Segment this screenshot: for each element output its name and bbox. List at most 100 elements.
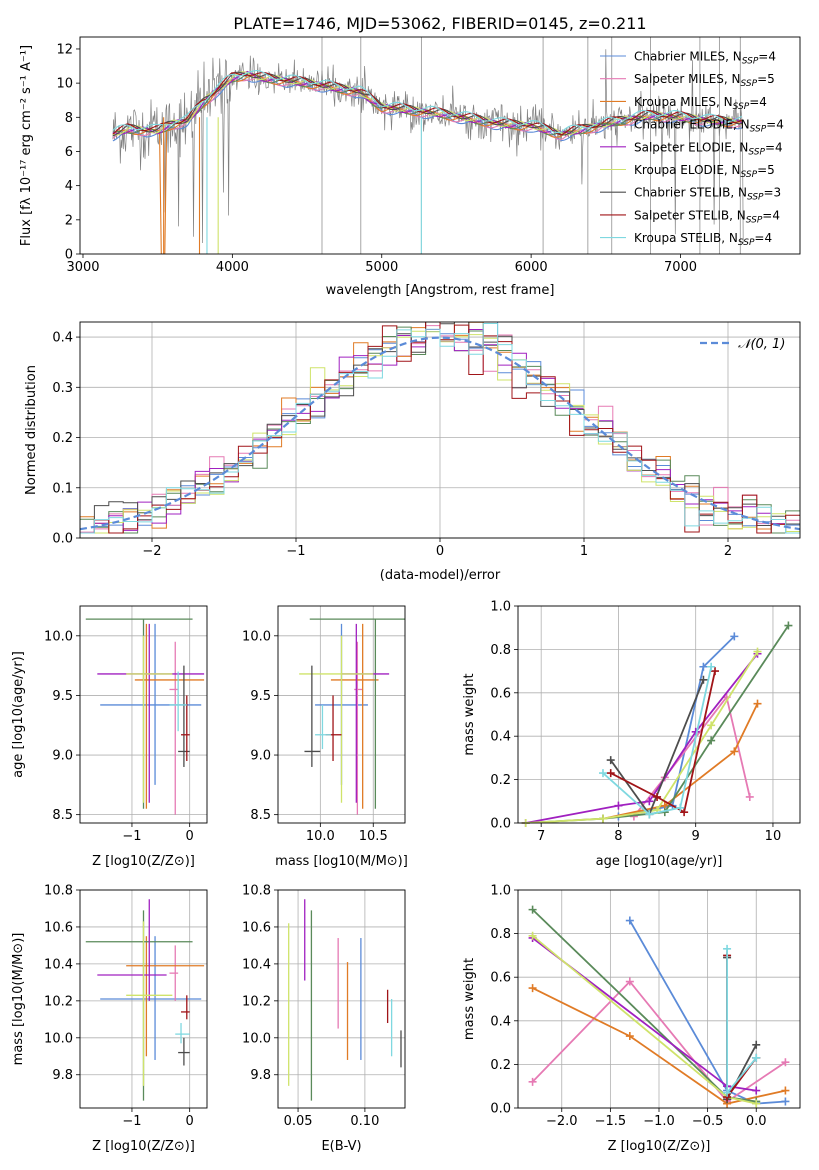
y-tick-label: 0.2 [490, 773, 511, 788]
y-tick-label: 0.4 [490, 730, 511, 745]
histogram-step-series [80, 322, 800, 538]
weight-point-marker [752, 1099, 761, 1108]
normal-pdf-curve [80, 336, 800, 531]
histogram-step-series [80, 323, 800, 538]
weight_vs_Z-ylabel: mass weight [462, 958, 477, 1040]
weight-series-line [532, 987, 786, 1105]
weight-point-marker [625, 977, 634, 986]
y-tick-label: 10.4 [242, 957, 271, 972]
x-tick-label: 10.0 [306, 829, 335, 844]
weight-point-marker [528, 1077, 537, 1086]
spectrum-frame [79, 36, 801, 255]
x-tick-label: 10 [765, 829, 782, 844]
y-tick-label: 12 [56, 42, 73, 57]
mass_vs_Z-frame [79, 889, 208, 1109]
x-tick-label: −1.5 [595, 1114, 627, 1129]
mass_vs_Z-xlabel: Z [log10(Z/Z⊙)] [92, 1139, 195, 1154]
y-tick-label: 10.8 [44, 884, 73, 899]
histogram-xlabel: (data-model)/error [380, 568, 501, 583]
x-tick-label: −1.0 [643, 1114, 675, 1129]
legend-model-name: Kroupa ELODIE, N [634, 163, 741, 177]
age_vs_mass-axes: 10.0 10.5 8.5 9.0 9.5 10.0 [242, 606, 405, 844]
y-tick-label: 9.8 [250, 1068, 271, 1083]
legend-n-value: =4 [765, 140, 783, 154]
x-tick-label: 0.0 [746, 1114, 767, 1129]
weight-point-marker [752, 1053, 761, 1062]
weight-point-marker [598, 814, 607, 823]
legend-subscript: SSP [746, 215, 763, 225]
residuals-frame [79, 321, 801, 539]
x-tick-label: −0.5 [692, 1114, 724, 1129]
x-tick-label: 4000 [216, 260, 249, 275]
mass_vs_ebv-frame [277, 889, 406, 1109]
legend-label: Kroupa MILES, NSSP=4 [634, 95, 767, 112]
mass_vs_ebv-axes: 0.05 0.10 9.8 10.0 10.2 10.4 10.6 10.8 [242, 884, 405, 1129]
y-tick-label: 0.4 [52, 331, 73, 346]
y-tick-label: 9.5 [250, 689, 271, 704]
weight_vs_Z-axes: −2.0 −1.5 −1.0 −0.5 0.0 0.0 0.2 0.4 0.6 0.8 1.0 [490, 884, 800, 1129]
weight-point-marker [781, 1097, 790, 1106]
weight-series-line [618, 635, 735, 818]
y-tick-label: 10.6 [242, 920, 271, 935]
x-tick-label: 0.05 [284, 1114, 313, 1129]
y-tick-label: 4 [65, 179, 73, 194]
legend-subscript: SSP [733, 102, 750, 112]
weight-point-marker [781, 1058, 790, 1067]
y-tick-label: 0.6 [490, 686, 511, 701]
histogram-ylabel: Normed distribution [24, 365, 39, 495]
weight-point-marker [707, 736, 716, 745]
y-tick-label: 8 [65, 111, 73, 126]
weight-series-line [602, 666, 713, 816]
spectrum-model-line [112, 71, 743, 137]
weight-point-marker [606, 756, 615, 765]
y-tick-label: 1.0 [490, 884, 511, 899]
legend-subscript: SSP [741, 79, 758, 89]
legend-n-value: =5 [757, 163, 775, 177]
y-tick-label: 10.0 [44, 629, 73, 644]
y-tick-label: 0.0 [490, 817, 511, 832]
legend-subscript: SSP [748, 147, 765, 157]
weight_vs_age-frame [517, 605, 801, 824]
y-tick-label: 10.2 [242, 994, 271, 1009]
spectrum-model-line [112, 77, 743, 142]
y-tick-label: 0.3 [52, 381, 73, 396]
weight-point-marker [528, 984, 537, 993]
weight-point-marker [653, 792, 662, 801]
weight-point-marker [752, 1086, 761, 1095]
legend-model-name: Chabrier STELIB, N [634, 186, 747, 200]
weight-series-line [525, 651, 759, 823]
weight-point-marker [614, 801, 623, 810]
legend-model-name: Chabrier ELODIE, N [634, 118, 750, 132]
y-tick-label: 10.0 [242, 629, 271, 644]
x-tick-label: −1 [122, 1114, 141, 1129]
y-tick-label: 0 [65, 248, 73, 263]
x-tick-label: 0 [436, 544, 444, 559]
y-tick-label: 0.1 [52, 481, 73, 496]
legend-n-value: =4 [749, 95, 767, 109]
y-tick-label: 0.6 [490, 971, 511, 986]
mass_vs_ebv-xlabel: E(B-V) [321, 1139, 361, 1154]
mass_vs_Z-ylabel: mass [log10(M/M⊙)] [11, 933, 26, 1066]
weight-point-marker [730, 632, 739, 641]
x-tick-label: 6000 [515, 260, 548, 275]
spectrum-ylabel: Flux [fλ 10⁻¹⁷ erg cm⁻² s⁻¹ A⁻¹] [19, 45, 34, 246]
x-tick-label: 9 [692, 829, 700, 844]
x-tick-label: 2 [724, 544, 732, 559]
y-tick-label: 9.8 [52, 1068, 73, 1083]
x-tick-label: 0.10 [350, 1114, 379, 1129]
legend-n-value: =4 [766, 118, 784, 132]
legend-model-name: Salpeter STELIB, N [634, 208, 746, 222]
x-tick-label: 1 [580, 544, 588, 559]
y-tick-label: 1.0 [490, 600, 511, 615]
weight_vs_age-ylabel: mass weight [462, 673, 477, 755]
legend-label: Chabrier MILES, NSSP=4 [634, 50, 776, 67]
weight-point-marker [528, 931, 537, 940]
weight-point-marker [645, 810, 654, 819]
x-tick-label: −1 [122, 829, 141, 844]
weight-point-marker [707, 662, 716, 671]
y-tick-label: 10.0 [44, 1031, 73, 1046]
y-tick-label: 10.6 [44, 920, 73, 935]
legend-model-name: Kroupa STELIB, N [634, 231, 738, 245]
x-tick-label: 5000 [365, 260, 398, 275]
x-tick-label: 3000 [66, 260, 99, 275]
